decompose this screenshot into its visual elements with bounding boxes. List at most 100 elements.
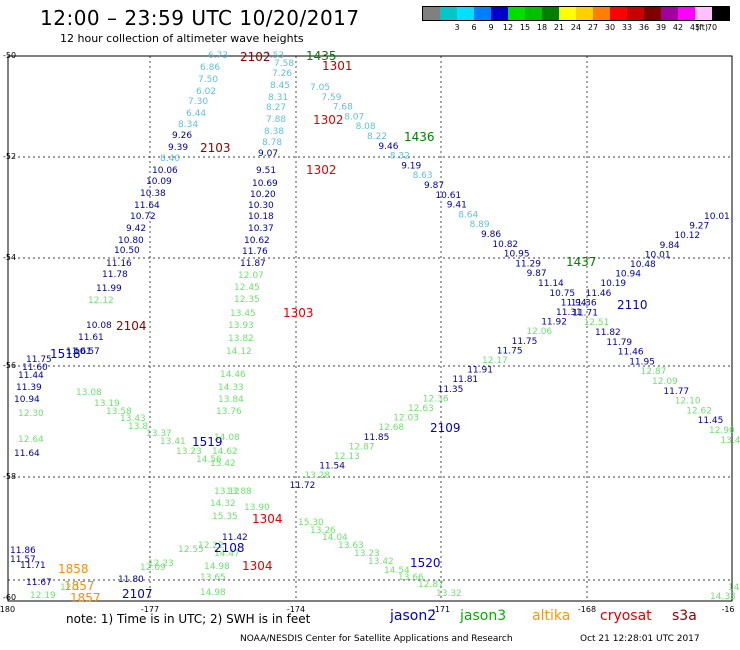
wave-height-label: 14.54 [384,566,410,576]
wave-height-label: 13.88 [226,487,252,497]
wave-height-label: 8.22 [367,132,387,142]
lat-tick-label: -50 [3,51,16,60]
wave-height-label: 11.79 [606,338,632,348]
legend-label: 70 [706,23,718,32]
wave-height-label: 12.45 [234,283,260,293]
wave-height-label: 11.44 [18,371,44,381]
lon-tick-label: -171 [432,605,450,614]
lon-tick-label: -168 [578,605,596,614]
wave-height-label: 9.84 [660,241,680,251]
wave-height-label: 13.28 [304,471,330,481]
generated-timestamp: Oct 21 12:28:01 UTC 2017 [580,634,700,644]
legend-swatch [491,7,508,20]
wave-height-label: 7.59 [321,93,341,103]
wave-height-label: 11.61 [66,347,92,357]
wave-height-label: 6.73 [208,51,228,61]
wave-height-label: 8.78 [262,138,282,148]
legend-label: 6 [471,23,477,32]
color-legend: 3 6 9 12 15 18 21 24 27 30 33 36 39 42 45 70 (ft) [422,6,730,33]
wave-height-label: 11.87 [240,259,266,269]
legend-label: 30 [604,23,616,32]
wave-height-label: 11.86 [10,546,36,556]
legend-labels: 3 6 9 12 15 18 21 24 27 30 33 36 39 42 45 70 (ft) [422,21,730,33]
time-label: 2108 [214,541,245,555]
wave-height-label: 11.71 [572,308,598,318]
footer-note: note: 1) Time is in UTC; 2) SWH is in fe… [66,612,311,626]
wave-height-label: 9.87 [527,269,547,279]
wave-height-label: 11.75 [26,355,52,365]
wave-height-label: 7.58 [274,59,294,69]
wave-height-label: 13.37 [146,429,172,439]
legend-label: 27 [587,23,599,32]
legend-swatch [627,7,644,20]
wave-height-label: 11.45 [698,416,724,426]
legend-swatch [423,7,440,20]
wave-height-label: 13.8 [128,422,148,432]
wave-height-label: 11.92 [541,318,567,328]
legend-swatch [695,7,712,20]
wave-height-label: 12.55 [178,545,204,555]
wave-height-label: 11.81 [452,375,478,385]
wave-height-label: 10.01 [645,250,671,260]
time-label: 2110 [617,298,648,312]
wave-height-label: 8.89 [470,220,490,230]
wave-height-label: 12.12 [88,296,114,306]
wave-height-label: 10.82 [492,240,518,250]
wave-height-label: 10.19 [600,279,626,289]
wave-height-label: 11.61 [78,333,104,343]
legend-label: 18 [536,23,548,32]
wave-height-label: 13.42 [368,557,394,567]
wave-height-label: 13.23 [176,447,202,457]
legend-label: 15 [519,23,531,32]
wave-height-label: 11.94 [561,299,587,309]
wave-height-label: 12.87 [641,367,667,377]
wave-height-label: 12.64 [18,435,44,445]
wave-height-label: 10.94 [615,270,641,280]
wave-height-label: 9.41 [447,201,467,211]
wave-height-label: 13.45 [230,309,256,319]
legend-swatch [525,7,542,20]
wave-height-label: 8.63 [413,171,433,181]
track-labels: 6.73 6.86 7.50 6.027.30 6.448.349.26 9.398.40… [10,51,740,602]
legend-swatch [610,7,627,20]
wave-height-label: 14.62 [212,447,238,457]
wave-height-label: 8.45 [270,81,290,91]
time-label: 1304 [252,512,283,526]
wave-height-label: 11.64 [14,449,40,459]
wave-height-label: 14.33 [710,592,736,602]
time-label: 1436 [404,130,435,144]
wave-height-label: 8.34 [178,120,198,130]
wave-height-label: 8.40 [160,154,180,164]
wave-height-label: 10.80 [118,236,144,246]
wave-height-label: 8.07 [344,112,364,122]
wave-height-label: 13.12 [214,487,240,497]
wave-height-label: 14.46 [220,370,246,380]
wave-height-label: 13.93 [228,321,254,331]
wave-height-label: 8.27 [266,103,286,113]
map-frame [7,55,733,602]
wave-height-label: 14.47 [214,549,240,559]
wave-height-label: 11.29 [515,259,541,269]
wave-height-label: 11.82 [595,328,621,338]
wave-height-label: 10.12 [674,231,700,241]
wave-height-label: 13.19 [94,399,120,409]
wave-height-label: 7.68 [333,103,353,113]
legend-label: 12 [502,23,514,32]
wave-height-label: 11.36 [571,298,597,308]
legend-label: 36 [638,23,650,32]
time-label: 1302 [313,113,344,127]
wave-height-label: 11.46 [586,289,612,299]
wave-height-label: 11.60 [22,363,48,373]
legend-label: 9 [488,23,494,32]
wave-height-label: 11.80 [118,575,144,585]
time-label: 1519 [192,435,223,449]
wave-height-label: 6.02 [196,87,216,97]
legend-label: 24 [570,23,582,32]
wave-height-label: 13.26 [310,526,336,536]
wave-height-label: 12.09 [140,563,166,573]
time-label: 2107 [122,587,153,601]
wave-height-label: 12.35 [234,295,260,305]
legend-swatch [457,7,474,20]
time-label: 2109 [430,421,461,435]
